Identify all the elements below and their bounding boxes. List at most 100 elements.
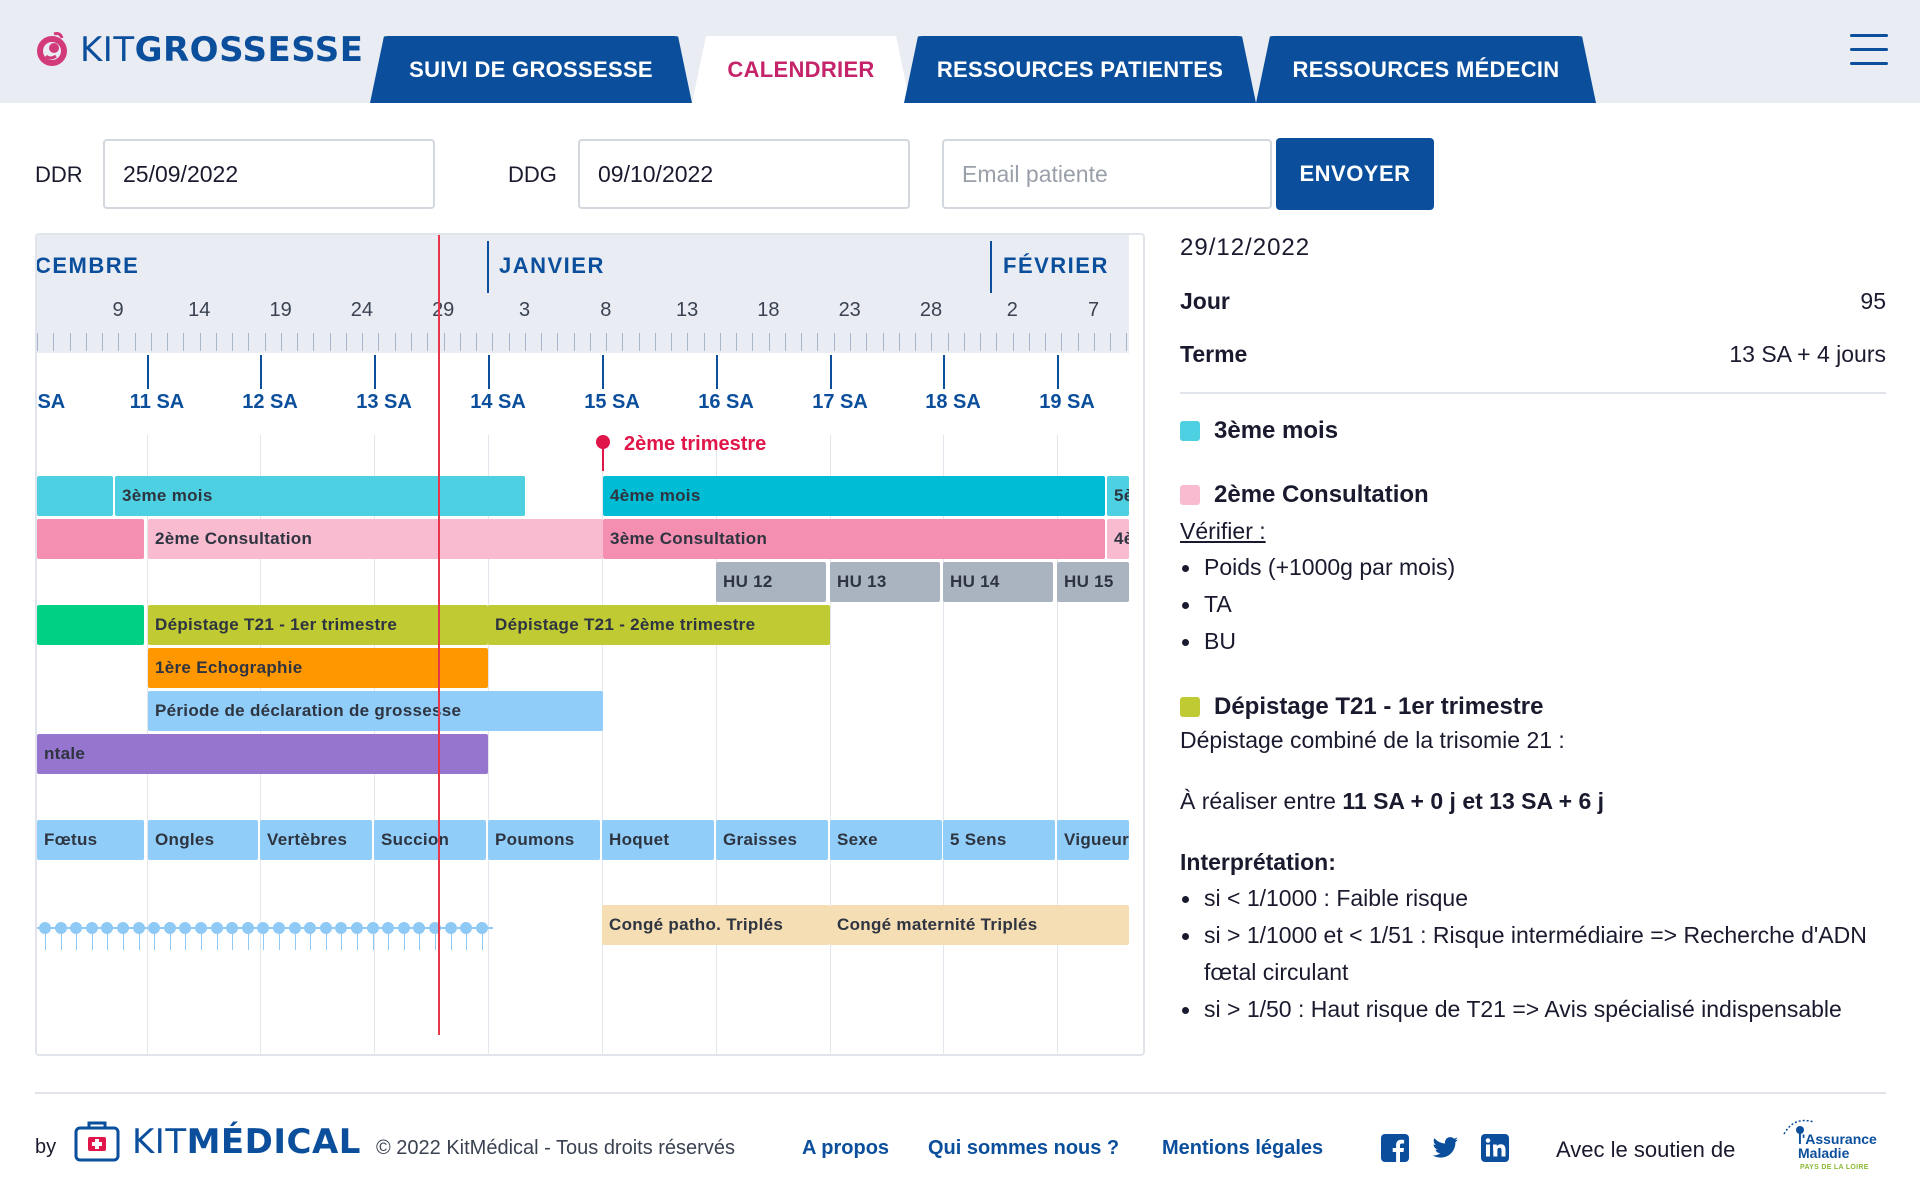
timeline-bar-vert-bres[interactable]: Vertèbres xyxy=(260,820,372,860)
ddg-field[interactable] xyxy=(578,139,910,209)
day-dot[interactable] xyxy=(413,922,426,934)
day-dot[interactable] xyxy=(335,922,348,934)
day-dot[interactable] xyxy=(241,922,254,934)
day-dot[interactable] xyxy=(475,922,488,934)
timeline-bar-segment[interactable] xyxy=(37,476,113,516)
timeline-bar-ntale[interactable]: ntale xyxy=(37,734,488,774)
day-dot-tick xyxy=(76,934,78,950)
week-label: 18 SA xyxy=(925,391,981,413)
tab-ressources-medecin[interactable]: RESSOURCES MÉDECIN xyxy=(1256,36,1596,103)
timeline-bar-2-me-consultation[interactable]: 2ème Consultation xyxy=(148,519,603,559)
timeline-bar-4-me-mois[interactable]: 4ème mois xyxy=(603,476,1105,516)
timeline-bar-f-tus[interactable]: Fœtus xyxy=(37,820,144,860)
day-dot[interactable] xyxy=(273,922,285,934)
day-tick xyxy=(671,333,673,351)
timeline-bar-3-me-mois[interactable]: 3ème mois xyxy=(115,476,525,516)
timeline-bar-5-me-mois[interactable]: 5ème mois xyxy=(1107,476,1129,516)
timeline-bar-4-me-consultation[interactable]: 4ème Consultation xyxy=(1107,519,1129,559)
day-dot[interactable] xyxy=(444,922,457,934)
timeline-bar-d-pistage-t21-2-me-trimestre[interactable]: Dépistage T21 - 2ème trimestre xyxy=(488,605,830,645)
week-tick xyxy=(374,355,376,389)
day-dot[interactable] xyxy=(257,922,270,934)
day-label: 3 xyxy=(518,299,531,321)
day-dot[interactable] xyxy=(195,922,207,934)
timeline-bar-hoquet[interactable]: Hoquet xyxy=(602,820,714,860)
timeline-bar-succion[interactable]: Succion xyxy=(374,820,486,860)
day-dot[interactable] xyxy=(101,922,114,934)
link-qui-sommes-nous[interactable]: Qui sommes nous ? xyxy=(928,1137,1120,1159)
timeline-bar-3-me-consultation[interactable]: 3ème Consultation xyxy=(603,519,1105,559)
email-field[interactable] xyxy=(942,139,1272,209)
day-tick xyxy=(606,333,608,351)
timeline-bar-hu-15[interactable]: HU 15 xyxy=(1057,562,1129,602)
twitter-icon[interactable] xyxy=(1431,1134,1459,1162)
ddr-field[interactable] xyxy=(103,139,435,209)
timeline-bar-cong-patho-tripl-s[interactable]: Congé patho. Triplés xyxy=(602,905,830,945)
timeline-bar-p-riode-de-d-claration-de-grossesse[interactable]: Période de déclaration de grossesse xyxy=(148,691,603,731)
link-a-propos[interactable]: A propos xyxy=(802,1137,890,1159)
day-tick xyxy=(784,333,786,351)
day-tick xyxy=(1012,333,1014,351)
day-tick xyxy=(638,333,640,351)
milestone-pin-icon[interactable] xyxy=(596,435,610,449)
email-input[interactable] xyxy=(962,160,1270,188)
week-gridline xyxy=(1057,435,1058,1054)
timeline-bar-hu-12[interactable]: HU 12 xyxy=(716,562,826,602)
timeline-bar-d-pistage-t21-1er-trimestre[interactable]: Dépistage T21 - 1er trimestre xyxy=(148,605,488,645)
timeline-bar-vigueur[interactable]: Vigueur xyxy=(1057,820,1129,860)
day-dot[interactable] xyxy=(460,922,473,934)
timeline-bar-cong-maternit-tripl-s[interactable]: Congé maternité Triplés xyxy=(830,905,1129,945)
day-tick xyxy=(69,333,71,351)
timeline-bar-graisses[interactable]: Graisses xyxy=(716,820,828,860)
timeline-bar-hu-13[interactable]: HU 13 xyxy=(830,562,940,602)
timeline-bar-5-sens[interactable]: 5 Sens xyxy=(943,820,1055,860)
hamburger-menu-icon[interactable] xyxy=(1850,34,1888,66)
day-dot[interactable] xyxy=(319,922,332,934)
timeline-bar-hu-14[interactable]: HU 14 xyxy=(943,562,1053,602)
kitgrossesse-logo[interactable]: KITGROSSESSE xyxy=(32,28,363,72)
timeline-bar-poumons[interactable]: Poumons xyxy=(488,820,600,860)
interpretation-item: si > 1/50 : Haut risque de T21 => Avis s… xyxy=(1180,991,1886,1028)
link-mentions-legales[interactable]: Mentions légales xyxy=(1162,1137,1324,1159)
day-dot-tick xyxy=(372,934,374,950)
day-dot[interactable] xyxy=(179,922,192,934)
interpretation-item: si > 1/1000 et < 1/51 : Risque intermédi… xyxy=(1180,917,1886,991)
day-dot[interactable] xyxy=(148,922,161,934)
timeline-bar-segment[interactable] xyxy=(37,605,144,645)
facebook-icon[interactable] xyxy=(1381,1134,1409,1162)
day-dot[interactable] xyxy=(163,922,176,934)
day-dot-tick xyxy=(60,934,62,950)
day-dot[interactable] xyxy=(39,922,51,934)
day-dot[interactable] xyxy=(304,922,317,934)
day-tick xyxy=(1061,333,1063,351)
timeline-bar-1-re-echographie[interactable]: 1ère Echographie xyxy=(148,648,488,688)
day-dot[interactable] xyxy=(85,922,98,934)
calendar-timeline[interactable]: CEMBRE JANVIER FÉVRIER 9 14 19 24 29 3 8 13 18 23… xyxy=(35,233,1145,1056)
linkedin-icon[interactable] xyxy=(1481,1134,1509,1162)
kitmedical-logo[interactable]: KITMÉDICAL xyxy=(74,1120,361,1164)
day-dot[interactable] xyxy=(366,922,379,934)
day-dot[interactable] xyxy=(382,922,395,934)
tab-calendrier[interactable]: CALENDRIER xyxy=(692,36,910,103)
day-dot[interactable] xyxy=(132,922,145,934)
day-dot[interactable] xyxy=(397,922,410,934)
day-dot[interactable] xyxy=(70,922,83,934)
assurance-maladie-logo[interactable]: l'Assurance Maladie PAYS DE LA LOIRE xyxy=(1780,1116,1890,1178)
day-dot[interactable] xyxy=(351,922,363,934)
day-dot[interactable] xyxy=(288,922,301,934)
day-dot[interactable] xyxy=(226,922,239,934)
day-dot[interactable] xyxy=(210,922,223,934)
day-dot[interactable] xyxy=(54,922,67,934)
ddr-input[interactable] xyxy=(123,160,433,188)
tab-suivi-de-grossesse[interactable]: SUIVI DE GROSSESSE xyxy=(370,36,692,103)
fetus-logo-icon xyxy=(37,32,67,66)
day-dot[interactable] xyxy=(117,922,129,934)
ddg-input[interactable] xyxy=(598,160,908,188)
timeline-bar-ongles[interactable]: Ongles xyxy=(148,820,258,860)
timeline-bar-segment[interactable] xyxy=(37,519,144,559)
timeline-bar-sexe[interactable]: Sexe xyxy=(830,820,942,860)
day-tick xyxy=(508,333,510,351)
send-button[interactable]: ENVOYER xyxy=(1276,138,1434,210)
day-tick xyxy=(1028,333,1030,351)
tab-ressources-patientes[interactable]: RESSOURCES PATIENTES xyxy=(904,36,1256,103)
